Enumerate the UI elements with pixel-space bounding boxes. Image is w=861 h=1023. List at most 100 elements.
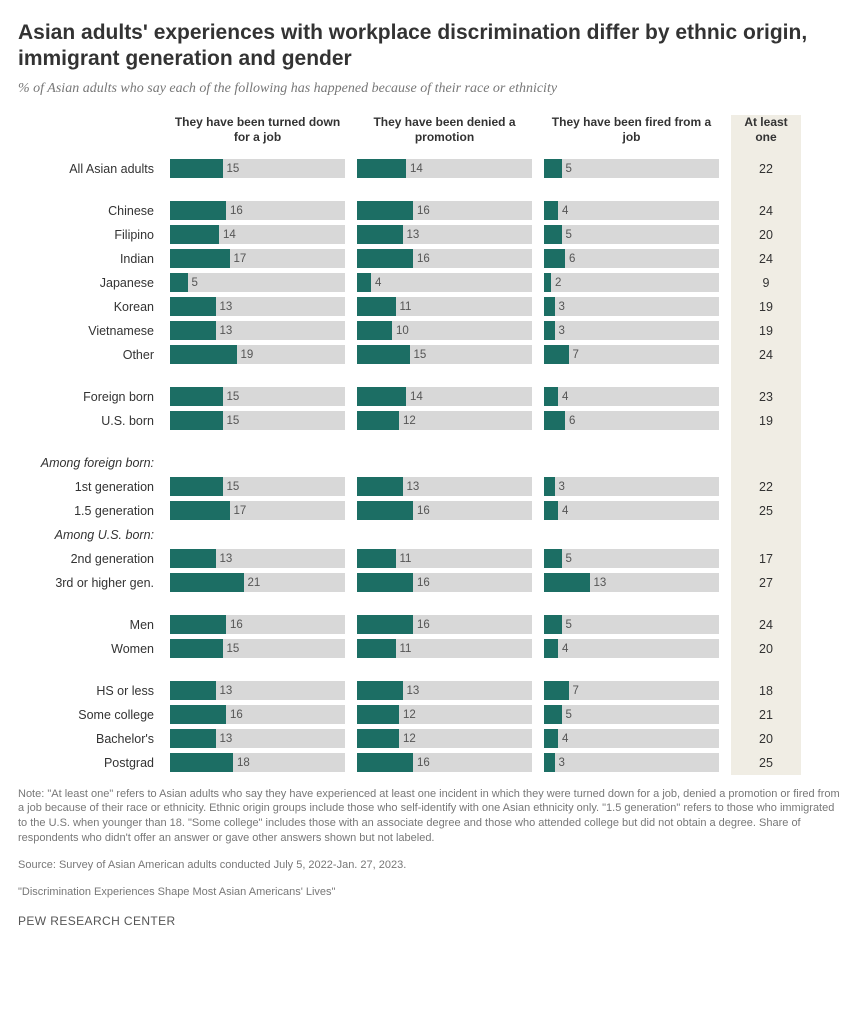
- column-header: They have been turned down for a job: [170, 115, 345, 157]
- bar-cell: 5: [544, 703, 719, 727]
- column-header: They have been denied a promotion: [357, 115, 532, 157]
- atleast-value: 20: [731, 727, 801, 751]
- atleast-value: 27: [731, 571, 801, 595]
- atleast-value: 24: [731, 343, 801, 367]
- atleast-value: 20: [731, 223, 801, 247]
- atleast-value: 25: [731, 499, 801, 523]
- atleast-value: 21: [731, 703, 801, 727]
- bar-cell: 13: [170, 295, 345, 319]
- chart-title: Asian adults' experiences with workplace…: [18, 20, 843, 73]
- row-label: U.S. born: [18, 409, 158, 433]
- chart-grid: They have been turned down for a job They…: [18, 115, 843, 775]
- bar-cell: 7: [544, 679, 719, 703]
- atleast-value: 9: [731, 271, 801, 295]
- bar-cell: 3: [544, 295, 719, 319]
- row-label: 2nd generation: [18, 547, 158, 571]
- row-label: Postgrad: [18, 751, 158, 775]
- bar-cell: 4: [544, 637, 719, 661]
- row-label: Chinese: [18, 199, 158, 223]
- bar-cell: 4: [544, 199, 719, 223]
- atleast-value: 19: [731, 409, 801, 433]
- bar-cell: 2: [544, 271, 719, 295]
- bar-cell: 13: [544, 571, 719, 595]
- bar-cell: 16: [170, 613, 345, 637]
- bar-cell: 3: [544, 751, 719, 775]
- bar-cell: 12: [357, 409, 532, 433]
- atleast-value: 24: [731, 613, 801, 637]
- row-label: Filipino: [18, 223, 158, 247]
- bar-cell: 15: [170, 409, 345, 433]
- atleast-value: 23: [731, 385, 801, 409]
- bar-cell: 13: [357, 475, 532, 499]
- row-label: All Asian adults: [18, 157, 158, 181]
- bar-cell: 16: [357, 751, 532, 775]
- row-label: Women: [18, 637, 158, 661]
- bar-cell: 12: [357, 703, 532, 727]
- bar-cell: 17: [170, 247, 345, 271]
- chart-source: Source: Survey of Asian American adults …: [18, 858, 843, 873]
- bar-cell: 16: [357, 613, 532, 637]
- chart-subtitle: % of Asian adults who say each of the fo…: [18, 81, 843, 97]
- bar-cell: 14: [170, 223, 345, 247]
- row-label: Indian: [18, 247, 158, 271]
- row-label: Other: [18, 343, 158, 367]
- bar-cell: 13: [170, 727, 345, 751]
- bar-cell: 5: [544, 223, 719, 247]
- row-label: Some college: [18, 703, 158, 727]
- atleast-value: 19: [731, 319, 801, 343]
- bar-cell: 15: [170, 475, 345, 499]
- bar-cell: 3: [544, 319, 719, 343]
- bar-cell: 16: [357, 499, 532, 523]
- atleast-value: 20: [731, 637, 801, 661]
- bar-cell: 7: [544, 343, 719, 367]
- atleast-value: 18: [731, 679, 801, 703]
- bar-cell: 5: [544, 547, 719, 571]
- bar-cell: 15: [170, 385, 345, 409]
- bar-cell: 16: [170, 199, 345, 223]
- bar-cell: 15: [357, 343, 532, 367]
- bar-cell: 13: [170, 679, 345, 703]
- column-header: At least one: [731, 115, 801, 157]
- bar-cell: 13: [170, 319, 345, 343]
- atleast-value: 17: [731, 547, 801, 571]
- row-label: HS or less: [18, 679, 158, 703]
- atleast-value: 22: [731, 475, 801, 499]
- bar-cell: 4: [544, 385, 719, 409]
- bar-cell: 11: [357, 295, 532, 319]
- bar-cell: 11: [357, 637, 532, 661]
- bar-cell: 15: [170, 637, 345, 661]
- row-label: Among foreign born:: [18, 451, 158, 475]
- bar-cell: 21: [170, 571, 345, 595]
- bar-cell: 18: [170, 751, 345, 775]
- atleast-value: 19: [731, 295, 801, 319]
- bar-cell: 16: [357, 247, 532, 271]
- atleast-value: 25: [731, 751, 801, 775]
- bar-cell: 4: [357, 271, 532, 295]
- atleast-value: 24: [731, 199, 801, 223]
- bar-cell: 5: [170, 271, 345, 295]
- bar-cell: 19: [170, 343, 345, 367]
- chart-report: "Discrimination Experiences Shape Most A…: [18, 885, 843, 900]
- column-header: They have been fired from a job: [544, 115, 719, 157]
- bar-cell: 6: [544, 409, 719, 433]
- bar-cell: 16: [357, 571, 532, 595]
- bar-cell: 5: [544, 613, 719, 637]
- row-label: 3rd or higher gen.: [18, 571, 158, 595]
- row-label: Bachelor's: [18, 727, 158, 751]
- bar-cell: 14: [357, 385, 532, 409]
- row-label: 1.5 generation: [18, 499, 158, 523]
- bar-cell: 4: [544, 499, 719, 523]
- bar-cell: 3: [544, 475, 719, 499]
- row-label: Japanese: [18, 271, 158, 295]
- bar-cell: 16: [357, 199, 532, 223]
- bar-cell: 11: [357, 547, 532, 571]
- row-label: Men: [18, 613, 158, 637]
- bar-cell: 6: [544, 247, 719, 271]
- bar-cell: 5: [544, 157, 719, 181]
- bar-cell: 12: [357, 727, 532, 751]
- bar-cell: 16: [170, 703, 345, 727]
- bar-cell: 15: [170, 157, 345, 181]
- row-label: Foreign born: [18, 385, 158, 409]
- atleast-value: 24: [731, 247, 801, 271]
- footer-brand: PEW RESEARCH CENTER: [18, 914, 843, 928]
